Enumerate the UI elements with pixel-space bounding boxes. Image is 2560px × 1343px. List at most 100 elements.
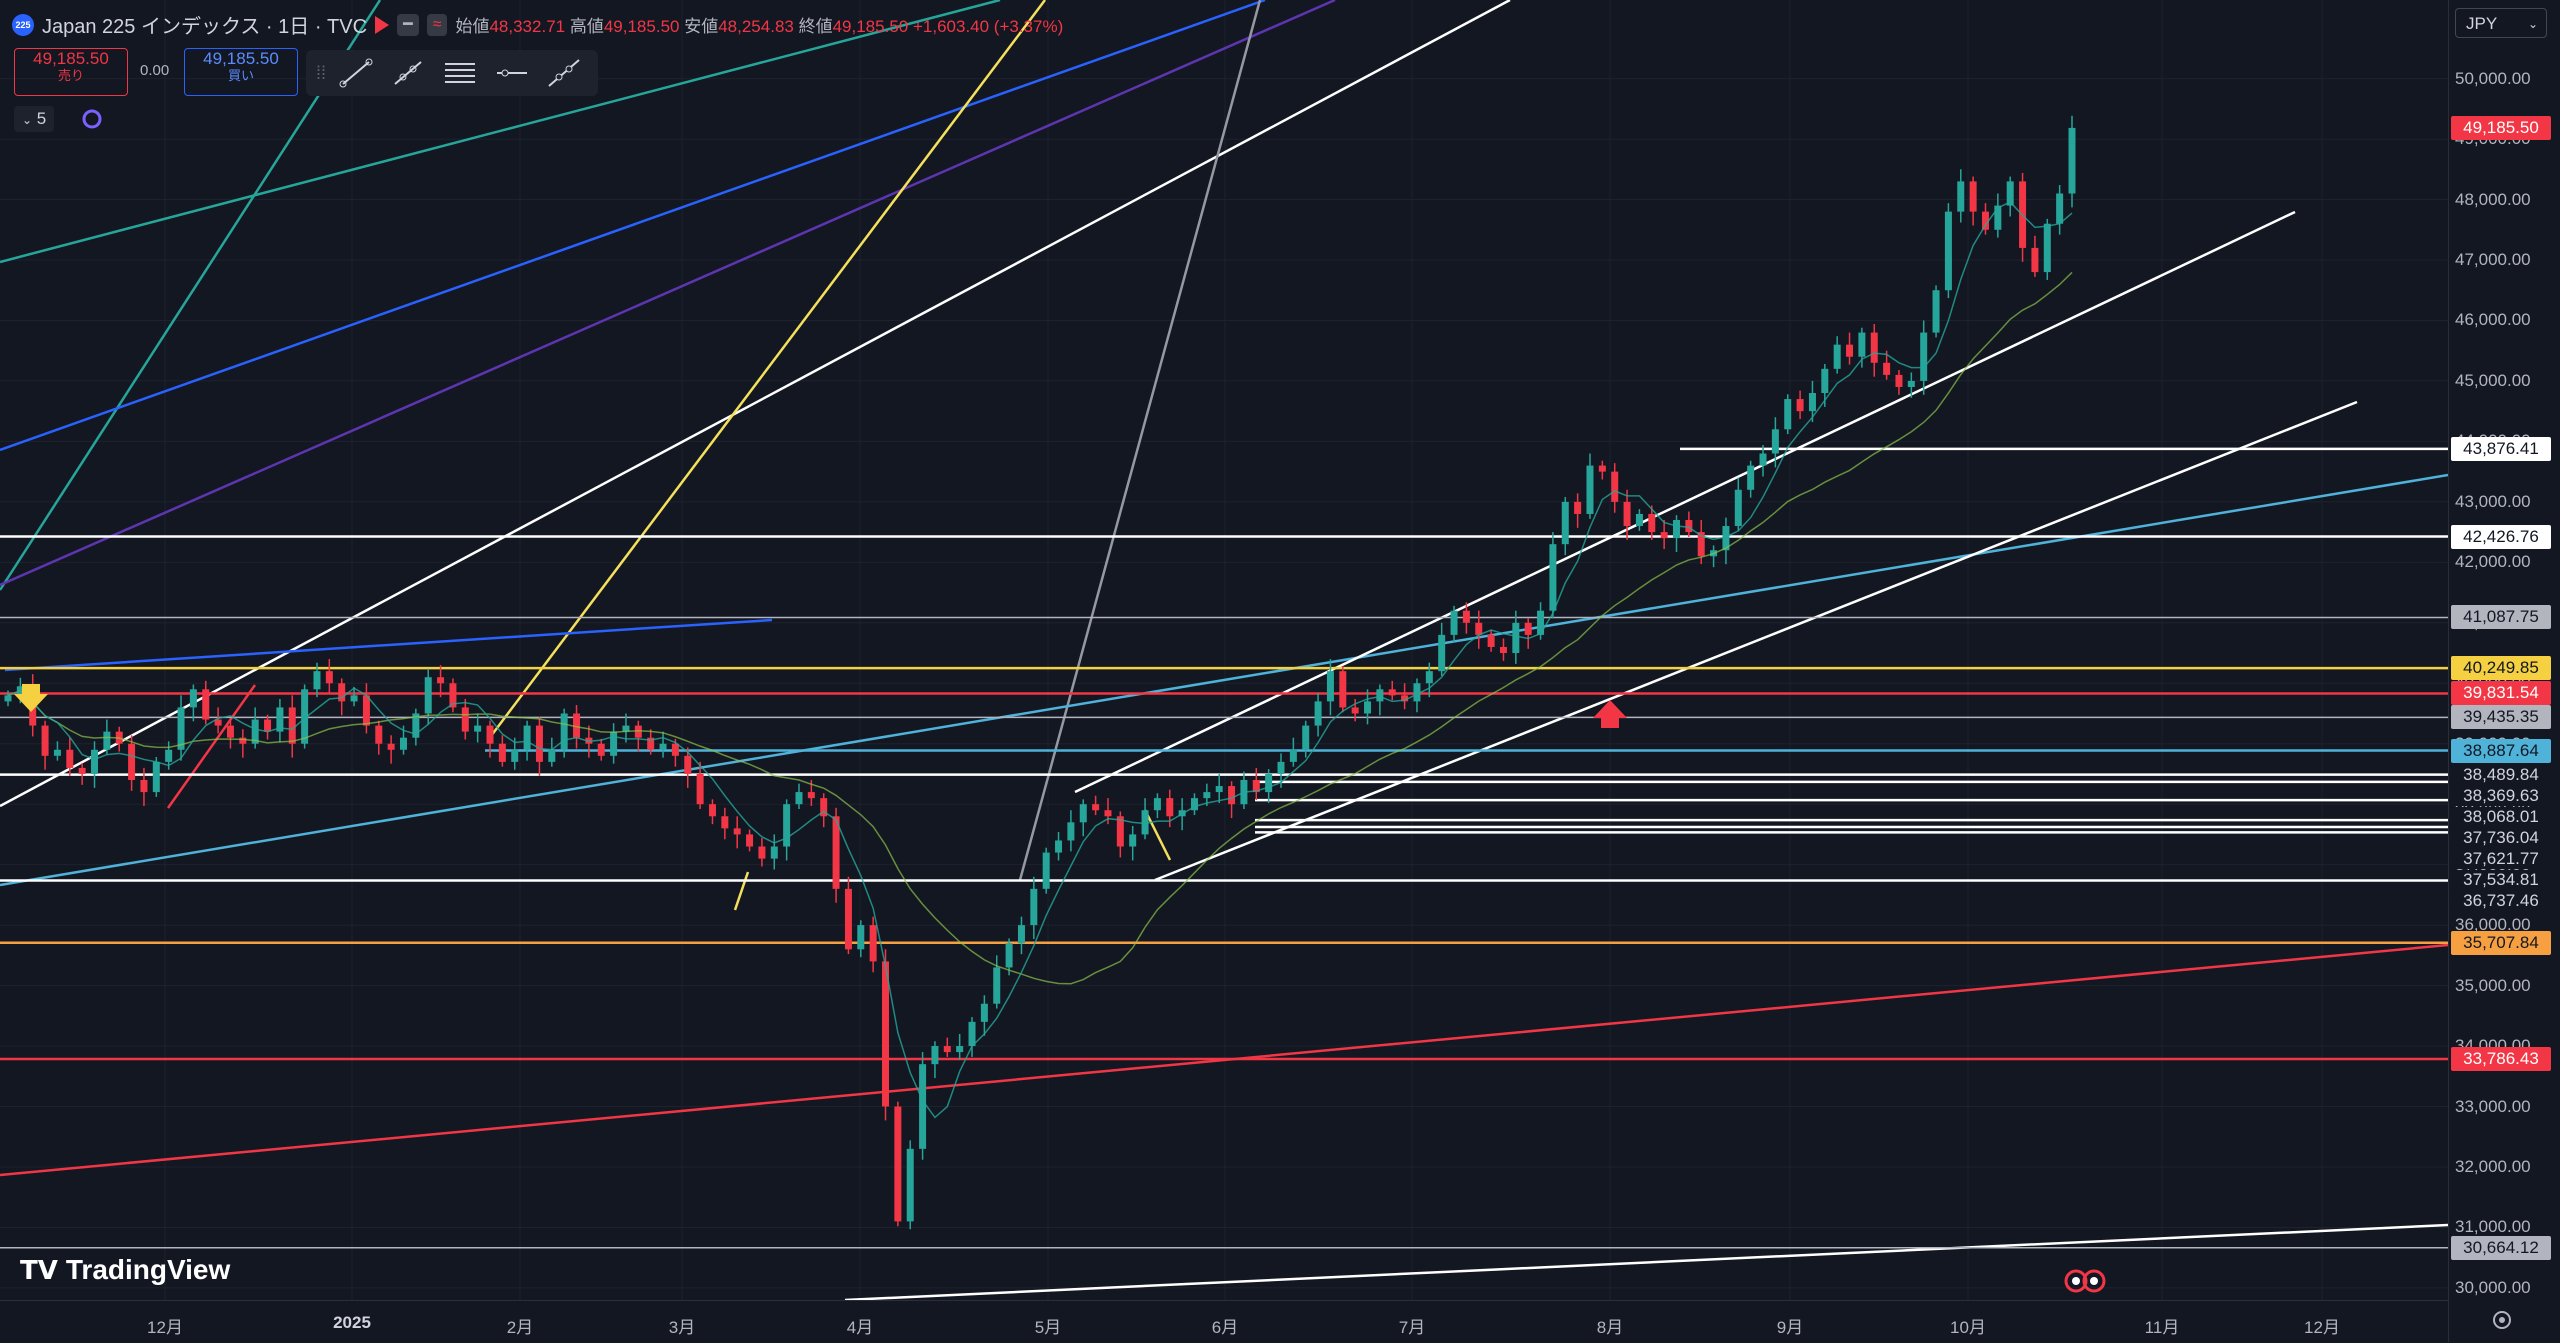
y-tick-label: 45,000.00 [2455, 370, 2531, 390]
trend-line [0, 473, 2448, 887]
candle-body [1413, 683, 1421, 702]
candle-body [1833, 344, 1841, 369]
extended-line-icon[interactable] [542, 55, 586, 91]
candle-body [1611, 471, 1619, 502]
price-level-label[interactable]: 38,489.84 [2451, 764, 2551, 785]
price-level-label[interactable]: 38,369.63 [2451, 785, 2551, 806]
candle-body [1796, 399, 1804, 412]
candle-body [313, 671, 321, 690]
x-tick-label: 11月 [2144, 1318, 2180, 1337]
price-level-label[interactable]: 37,736.04 [2451, 827, 2551, 848]
candle-body [412, 713, 420, 738]
eye-toggle-icon[interactable]: ━ [397, 13, 419, 36]
candle-body [1685, 520, 1693, 533]
candle-body [2043, 223, 2051, 273]
sync-icon[interactable] [78, 106, 106, 132]
candle-body [91, 749, 99, 774]
price-axis[interactable]: 30,000.00 31,000.00 32,000.00 33,000.00 34,0… [2448, 0, 2560, 1342]
candle-body [1228, 786, 1236, 805]
candle-body [362, 695, 370, 726]
candle-body [1289, 749, 1297, 762]
candle-body [41, 725, 49, 756]
spread-value: 0.00 [140, 62, 170, 79]
trend-line-icon[interactable] [334, 55, 378, 91]
sell-label: 売り [57, 68, 84, 83]
drawing-layer[interactable] [0, 0, 2448, 1300]
candle-body [1092, 804, 1100, 811]
tradingview-logo[interactable]: 𝗧𝗩 TradingView [20, 1254, 230, 1286]
candle-body [1388, 689, 1396, 696]
candle-body [647, 737, 655, 750]
fib-icon[interactable] [438, 55, 482, 91]
ray-icon[interactable] [386, 55, 430, 91]
candle-body [498, 743, 506, 762]
x-tick-label: 12月 [2304, 1318, 2340, 1337]
drag-handle-icon[interactable]: ⁞⁞ [316, 62, 327, 83]
candle-body [1376, 689, 1384, 702]
symbol-title[interactable]: Japan 225 インデックス · 1日 · TVC [42, 16, 368, 38]
candle-body [684, 755, 692, 774]
price-level-label[interactable]: 37,534.81 [2451, 869, 2551, 890]
x-tick-label: 4月 [846, 1318, 874, 1337]
price-level-label[interactable]: 38,068.01 [2451, 806, 2551, 827]
price-chart[interactable] [0, 0, 2448, 1300]
price-level-label[interactable]: 38,887.64 [2451, 738, 2551, 763]
interval-selector[interactable]: ⌄ 5 [14, 106, 55, 132]
ohlc-values: 始値48,332.71 高値49,185.50 安値48,254.83 終値49… [455, 17, 1064, 36]
buy-button[interactable]: 49,185.50 買い [184, 48, 298, 96]
replay-icon[interactable] [2062, 1268, 2108, 1294]
candle-body [276, 707, 284, 732]
y-tick-label: 43,000.00 [2455, 491, 2531, 511]
price-level-label[interactable]: 33,786.43 [2451, 1046, 2551, 1071]
candle-body [523, 725, 531, 750]
candle-body [807, 792, 815, 799]
price-level-label[interactable]: 36,737.46 [2451, 890, 2551, 911]
currency-select[interactable]: JPY ⌄ [2455, 8, 2547, 38]
y-tick-label: 32,000.00 [2455, 1156, 2531, 1176]
candle-body [53, 749, 61, 756]
candle-body [634, 725, 642, 738]
candle-body [622, 725, 630, 732]
candle-body [659, 743, 667, 750]
candle-body [264, 719, 272, 732]
candle-body [1326, 671, 1334, 702]
price-level-label[interactable]: 41,087.75 [2451, 605, 2551, 630]
candle-body [857, 925, 865, 950]
candle-body [1994, 205, 2002, 230]
price-level-label[interactable]: 37,621.77 [2451, 848, 2551, 869]
price-level-label[interactable]: 39,831.54 [2451, 681, 2551, 706]
y-tick-label: 46,000.00 [2455, 310, 2531, 330]
candle-body [560, 713, 568, 750]
candle-body [214, 719, 222, 726]
price-level-label[interactable]: 40,249.85 [2451, 656, 2551, 681]
price-level-label[interactable]: 30,664.12 [2451, 1235, 2551, 1260]
candle-body [1895, 374, 1903, 387]
candle-body [1673, 520, 1681, 539]
candle-body [1153, 798, 1161, 811]
candle-body [956, 1046, 964, 1053]
candle-body [239, 737, 247, 744]
compare-icon[interactable]: ≈ [426, 13, 448, 36]
candle-body [165, 749, 173, 762]
candle-body [103, 731, 111, 750]
y-tick-label: 31,000.00 [2455, 1217, 2531, 1237]
time-axis[interactable]: 12月 2025 2月 3月 4月 5月 6月 7月 8月 9月 10月 11月 12月 [0, 1300, 2448, 1343]
horizontal-line-icon[interactable] [490, 55, 534, 91]
candle-body [1067, 822, 1075, 841]
candle-body [1846, 344, 1854, 357]
price-level-label[interactable]: 42,426.76 [2451, 524, 2551, 549]
flag-icon[interactable] [375, 15, 390, 34]
candle-body [1030, 888, 1038, 926]
x-tick-label: 10月 [1950, 1318, 1986, 1337]
candle-body [919, 1064, 927, 1149]
horizontal-levels[interactable] [0, 447, 2448, 1249]
price-level-label[interactable]: 35,707.84 [2451, 930, 2551, 955]
price-level-label[interactable]: 39,435.35 [2451, 705, 2551, 730]
sell-button[interactable]: 49,185.50 売り [14, 48, 128, 96]
candle-body [894, 1106, 902, 1222]
settings-icon[interactable] [2490, 1308, 2514, 1332]
candle-body [1870, 332, 1878, 363]
chart-grid [0, 0, 2448, 1300]
price-level-label[interactable]: 43,876.41 [2451, 436, 2551, 461]
candle-body [437, 677, 445, 684]
